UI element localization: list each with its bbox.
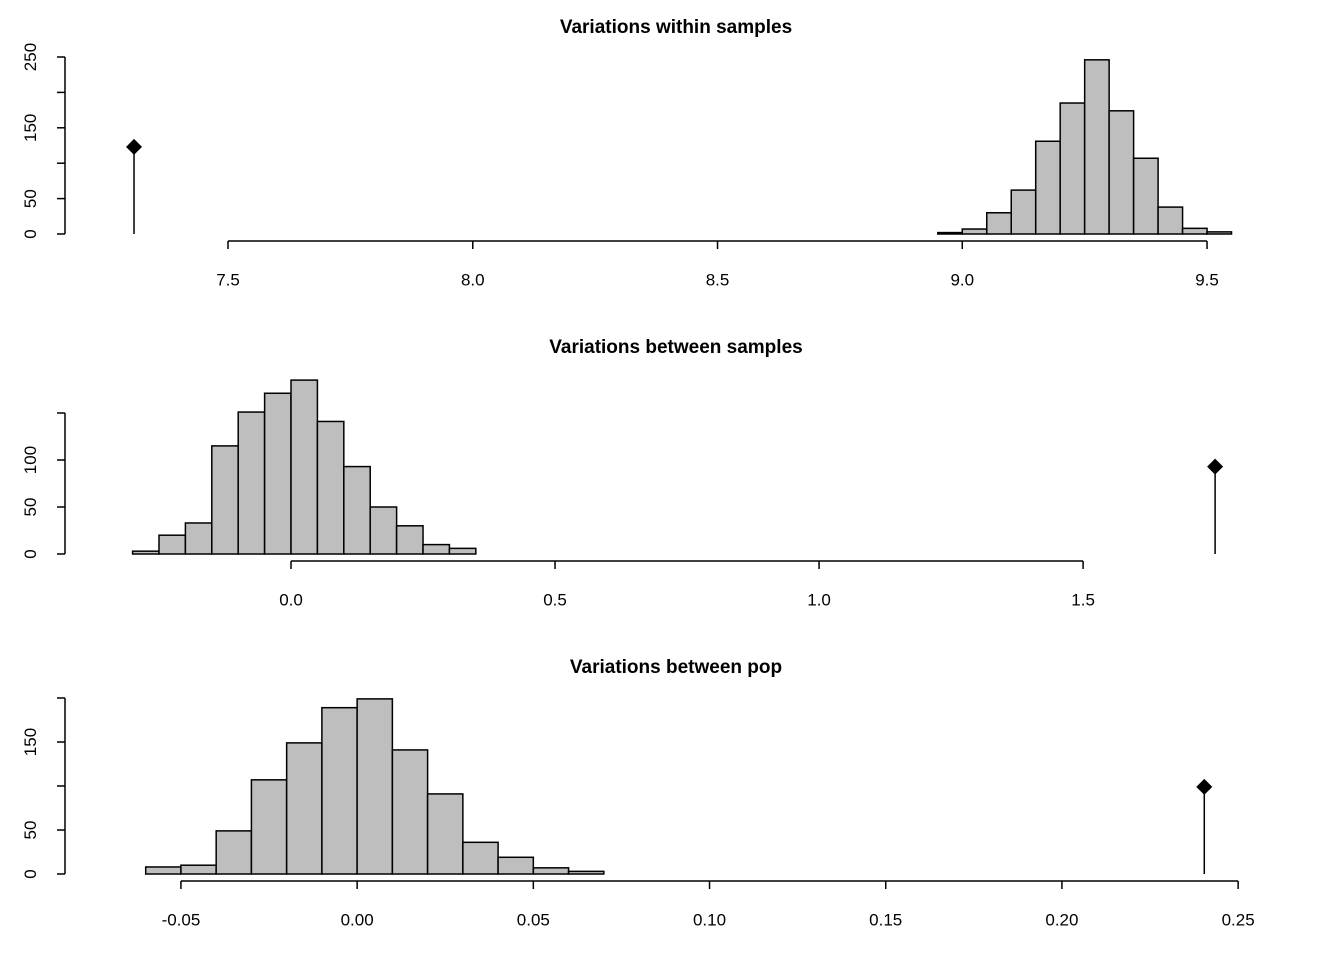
histogram-bar [937, 231, 964, 235]
histogram-bar [316, 420, 345, 555]
histogram-bar [250, 779, 288, 875]
histogram-bar [131, 550, 160, 555]
histogram-bar [961, 228, 988, 235]
histogram-bar [567, 870, 605, 875]
histogram-bar [158, 534, 187, 555]
histogram-bar [986, 212, 1012, 235]
x-tick-label: -0.05 [162, 910, 201, 929]
histogram-bar [285, 742, 323, 875]
x-tick-label: 0.10 [693, 910, 726, 929]
histogram-bar [215, 830, 253, 875]
x-tick-label: 7.5 [216, 270, 240, 289]
y-tick-label: 100 [21, 446, 40, 474]
histogram-bar [1132, 157, 1159, 235]
y-tick-label: 0 [21, 549, 40, 558]
histogram-bar [422, 543, 451, 555]
y-tick-label: 50 [21, 189, 40, 208]
histogram-bar [497, 856, 535, 875]
observed-point [126, 138, 143, 155]
y-tick-label: 0 [21, 229, 40, 238]
chart-title: Variations within samples [560, 17, 792, 38]
y-tick-label: 150 [21, 114, 40, 142]
histogram-bar [180, 864, 217, 875]
histogram-bar [532, 867, 570, 875]
histogram-bar [1108, 110, 1135, 235]
histogram-bar [1010, 189, 1037, 235]
x-tick-label: 9.5 [1195, 270, 1219, 289]
histogram-bar [237, 411, 266, 555]
observed-point [1207, 458, 1224, 475]
histogram-bar [391, 749, 429, 875]
y-tick-label: 250 [21, 43, 40, 71]
histogram-bar [426, 793, 464, 875]
x-tick-label: 0.0 [279, 590, 303, 609]
histogram-bar [448, 547, 477, 555]
y-tick-label: 50 [21, 498, 40, 517]
histogram-bar [369, 506, 398, 555]
observed-point [1196, 778, 1213, 795]
x-tick-label: 8.5 [706, 270, 730, 289]
histogram-bar [356, 698, 394, 875]
histogram-bar [184, 522, 213, 555]
histogram-bar [1083, 59, 1110, 235]
x-tick-label: 0.25 [1222, 910, 1255, 929]
y-tick-label: 50 [21, 821, 40, 840]
x-tick-label: 1.0 [807, 590, 831, 609]
y-tick-label: 150 [21, 728, 40, 756]
histogram-bar [321, 706, 358, 875]
histogram-bar [144, 866, 182, 875]
histogram-bar [1206, 231, 1233, 235]
x-tick-label: 0.5 [543, 590, 567, 609]
x-tick-label: 0.20 [1045, 910, 1078, 929]
y-tick-label: 0 [21, 869, 40, 878]
histogram-bar [1059, 102, 1086, 235]
histogram-bar [290, 379, 319, 555]
histogram-bar [395, 525, 424, 555]
x-tick-label: 1.5 [1071, 590, 1095, 609]
chart-title: Variations between pop [570, 657, 782, 678]
x-tick-label: 0.15 [869, 910, 902, 929]
histogram-bar [462, 841, 499, 875]
x-tick-label: 0.05 [517, 910, 550, 929]
chart-title: Variations between samples [549, 337, 802, 358]
histogram-bar [1034, 140, 1061, 235]
x-tick-label: 9.0 [950, 270, 974, 289]
histogram-bar [343, 465, 371, 555]
x-tick-label: 0.00 [341, 910, 374, 929]
histogram-bar [263, 392, 292, 555]
histogram-bar [1157, 206, 1184, 235]
x-tick-label: 8.0 [461, 270, 485, 289]
histogram-bar [1181, 227, 1208, 235]
histogram-bar [211, 445, 239, 555]
